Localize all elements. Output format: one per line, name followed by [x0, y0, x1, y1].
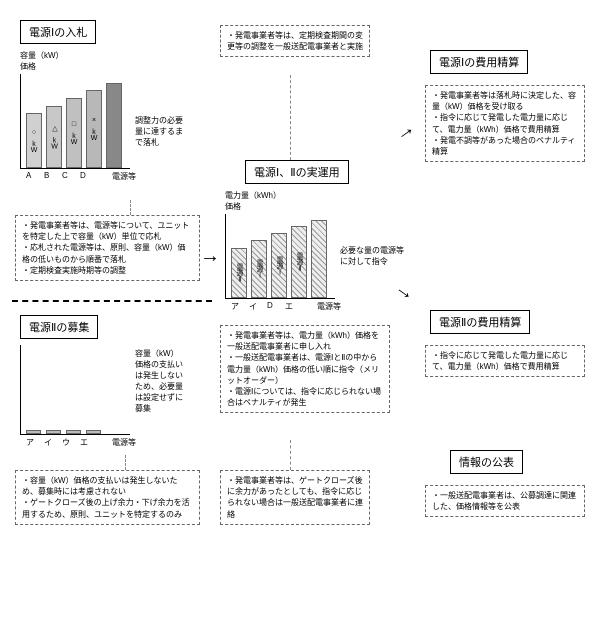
chart3-ylabel: 電力量（kWh） 価格 — [225, 190, 341, 212]
connector — [130, 200, 131, 215]
x-label: エ — [80, 437, 90, 448]
center-top-note: 発電事業者等は、定期検査期間の変更等の調整を一般送配電事業者と実施 — [220, 25, 370, 57]
x-label: イ — [44, 437, 54, 448]
note-item: ゲートクローズ後の上げ余力・下げ余力を活用するため、原則、ユニットを特定するのみ — [22, 497, 193, 519]
x-label: エ — [285, 301, 295, 312]
title-source2-recruit: 電源Ⅱの募集 — [20, 315, 98, 339]
chart3-xlabels: アイDエ 電源等 — [225, 301, 341, 312]
x-label: A — [26, 171, 36, 182]
x-label: ア — [26, 437, 36, 448]
bar-label: × kW — [91, 117, 98, 141]
note-item: 発電事業者等は、電力量（kWh）価格を一般送配電事業者に申し入れ — [227, 330, 383, 352]
title-source1-settle: 電源Ⅰの費用精算 — [430, 50, 528, 74]
x-label: 電源等 — [112, 171, 136, 182]
note-item: 指令に応じて発電した電力量に応じて、電力量（kWh）価格で費用精算 — [432, 350, 578, 372]
bar-label: 電源Ⅱ — [234, 264, 244, 283]
note-source2-recruit: 容量（kW）価格の支払いは発生しないため、募集時には考慮されないゲートクローズ後… — [15, 470, 200, 525]
x-label: C — [62, 171, 72, 182]
chart3-sidenote: 必要な量の電源等 に対して指令 — [340, 245, 404, 267]
note-item: 電源Ⅰについては、指令に応じられない場合はペナルティが発生 — [227, 386, 383, 408]
title-operation: 電源Ⅰ、Ⅱの実運用 — [245, 160, 349, 184]
note-source2-settle: 指令に応じて発電した電力量に応じて、電力量（kWh）価格で費用精算 — [425, 345, 585, 377]
bar-label: 電源Ⅰ — [254, 260, 264, 279]
chart-bar: 電源Ⅰ — [271, 233, 287, 298]
connector — [290, 75, 291, 160]
x-label: D — [80, 171, 90, 182]
chart1: ○ kW △ kW □ kW × kW — [20, 74, 130, 169]
chart-bar: × kW — [86, 90, 102, 168]
x-label — [303, 301, 309, 312]
chart2-sidenote: 容量（kW） 価格の支払い は発生しない ため、必要量 は設定せずに 募集 — [135, 348, 183, 414]
note-item: 応札された電源等は、原則、容量（kW）価格の低いものから順番で落札 — [22, 242, 193, 264]
title-source2-settle: 電源Ⅱの費用精算 — [430, 310, 530, 334]
arrow-icon: → — [390, 276, 420, 306]
note-item: 指令に応じて発電した電力量に応じて、電力量（kWh）価格で費用精算 — [432, 112, 578, 134]
x-label: D — [267, 301, 277, 312]
center-note1: 発電事業者等は、電力量（kWh）価格を一般送配電事業者に申し入れ一般送配電事業者… — [220, 325, 390, 413]
divider — [12, 300, 212, 302]
chart-bar — [311, 220, 327, 298]
note-item: 定期検査実施時期等の調整 — [22, 265, 193, 276]
note-item: 発電不調等があった場合のペナルティ精算 — [432, 135, 578, 157]
x-label: ア — [231, 301, 241, 312]
x-label — [98, 437, 104, 448]
x-label — [98, 171, 104, 182]
x-label: ウ — [62, 437, 72, 448]
chart1-sidenote: 調整力の必要 量に達するま で落札 — [135, 115, 183, 148]
note-item: 発電事業者等は、定期検査期間の変更等の調整を一般送配電事業者と実施 — [227, 30, 363, 52]
chart-bar: 電源Ⅰ — [251, 240, 267, 298]
chart-bar: 電源Ⅱ — [231, 248, 247, 298]
connector — [125, 455, 126, 470]
note-item: 発電事業者等は、電源等について、ユニットを特定した上で容量（kW）単位で応札 — [22, 220, 193, 242]
bar-label: □ kW — [71, 121, 78, 145]
connector — [290, 440, 291, 470]
chart-bar — [106, 83, 122, 168]
chart2 — [20, 345, 130, 435]
note-source1-settle: 発電事業者等は落札時に決定した、容量（kW）価格を受け取る指令に応じて発電した電… — [425, 85, 585, 162]
bar-label: 電源Ⅱ — [294, 253, 304, 272]
chart-bar: 電源Ⅱ — [291, 226, 307, 298]
bar-label: △ kW — [50, 125, 58, 150]
note-item: 容量（kW）価格の支払いは発生しないため、募集時には考慮されない — [22, 475, 193, 497]
chart-bar: △ kW — [46, 106, 62, 168]
arrow-icon: → — [200, 245, 220, 268]
title-source1-bid: 電源Ⅰの入札 — [20, 20, 96, 44]
chart-bar: □ kW — [66, 98, 82, 168]
chart-bar: ○ kW — [26, 113, 42, 168]
x-label: イ — [249, 301, 259, 312]
chart2-xlabels: アイウエ 電源等 — [20, 437, 136, 448]
note-source1-bid: 発電事業者等は、電源等について、ユニットを特定した上で容量（kW）単位で応札応札… — [15, 215, 200, 281]
center-note2: 発電事業者等は、ゲートクローズ後に余力があったとしても、指令に応じられない場合は… — [220, 470, 370, 525]
note-item: 発電事業者等は落札時に決定した、容量（kW）価格を受け取る — [432, 90, 578, 112]
chart1-xlabels: ABCD 電源等 — [20, 171, 136, 182]
note-info-publish: 一般送配電事業者は、公募調達に関連した、価格情報等を公表 — [425, 485, 585, 517]
chart1-ylabel: 容量（kW） 価格 — [20, 50, 136, 72]
arrow-icon: → — [390, 116, 420, 146]
bar-label: 電源Ⅰ — [274, 256, 284, 275]
note-item: 一般送配電事業者は、電源ⅠとⅡの中から電力量（kWh）価格の低い順に指令（メリッ… — [227, 352, 383, 386]
chart3: 電源Ⅱ 電源Ⅰ 電源Ⅰ 電源Ⅱ — [225, 214, 335, 299]
note-item: 発電事業者等は、ゲートクローズ後に余力があったとしても、指令に応じられない場合は… — [227, 475, 363, 520]
x-label: 電源等 — [317, 301, 341, 312]
bar-label: ○ kW — [31, 129, 38, 153]
x-label: B — [44, 171, 54, 182]
title-info-publish: 情報の公表 — [450, 450, 523, 474]
x-label: 電源等 — [112, 437, 136, 448]
note-item: 一般送配電事業者は、公募調達に関連した、価格情報等を公表 — [432, 490, 578, 512]
